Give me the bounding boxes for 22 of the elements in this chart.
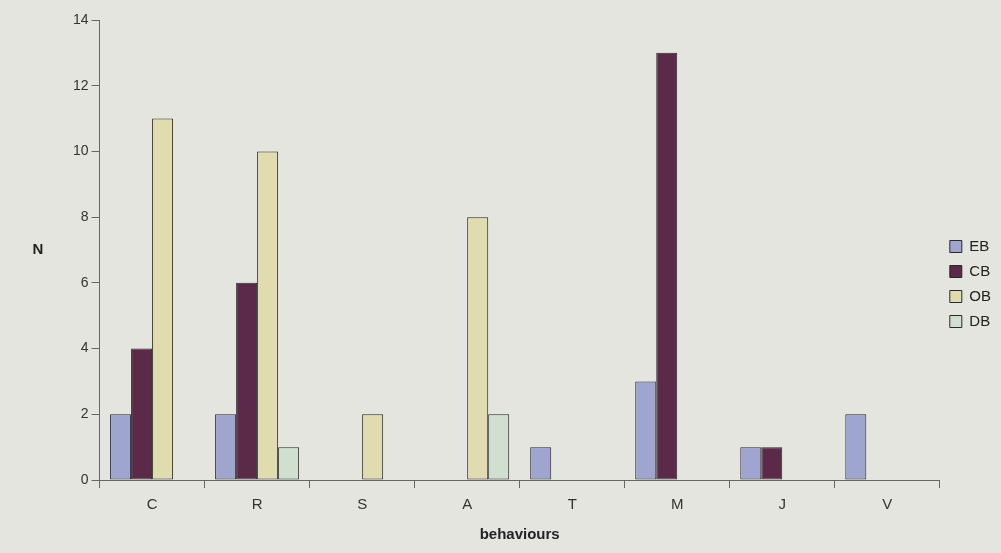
x-tick-label: T — [567, 495, 577, 513]
x-tick-label: C — [146, 495, 158, 513]
y-tick-label: 2 — [80, 405, 89, 422]
y-tick-label: 10 — [72, 142, 89, 159]
legend-label: EB — [969, 236, 990, 254]
x-tick-label: R — [251, 495, 263, 513]
x-tick-label: S — [357, 495, 368, 513]
y-tick-label: 14 — [72, 10, 89, 27]
x-axis-title: behaviours — [479, 525, 560, 543]
x-tick-label: V — [882, 495, 893, 513]
y-tick-label: 6 — [80, 273, 89, 290]
y-axis-title: N — [32, 240, 44, 258]
x-tick-label: A — [462, 495, 473, 513]
y-tick-label: 0 — [80, 470, 89, 487]
legend-label: CB — [969, 261, 991, 279]
legend-label: OB — [969, 286, 992, 304]
legend-label: DB — [969, 311, 991, 329]
y-tick-label: 8 — [80, 208, 89, 224]
x-tick-label: J — [778, 495, 787, 513]
y-tick-label: 12 — [72, 76, 89, 93]
x-tick-label: M — [671, 495, 684, 513]
y-tick-label: 4 — [80, 339, 89, 356]
